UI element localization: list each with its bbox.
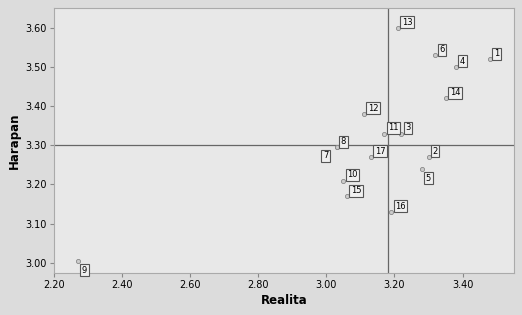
X-axis label: Realita: Realita	[260, 294, 307, 307]
Text: 12: 12	[368, 104, 378, 113]
Text: 11: 11	[388, 123, 399, 133]
Y-axis label: Harapan: Harapan	[8, 112, 21, 169]
Text: 17: 17	[375, 147, 385, 156]
Text: 4: 4	[460, 57, 465, 66]
Text: 3: 3	[406, 123, 411, 133]
Text: 2: 2	[433, 147, 438, 156]
Text: 6: 6	[440, 45, 445, 54]
Text: 16: 16	[395, 202, 406, 211]
Text: 8: 8	[341, 137, 346, 146]
Text: 15: 15	[351, 186, 361, 195]
Text: 14: 14	[449, 88, 460, 97]
Text: 9: 9	[82, 266, 87, 275]
Text: 7: 7	[323, 151, 328, 160]
Text: 13: 13	[402, 18, 412, 27]
Text: 1: 1	[494, 49, 499, 58]
Text: 10: 10	[348, 170, 358, 180]
Text: 5: 5	[426, 174, 431, 183]
